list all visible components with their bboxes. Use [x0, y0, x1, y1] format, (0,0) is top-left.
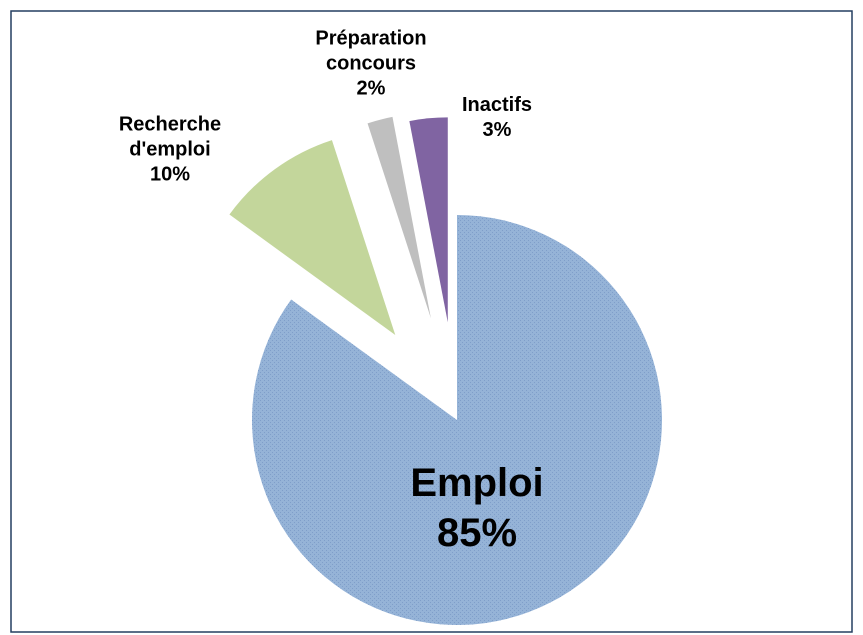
- value-label: 3%: [482, 119, 512, 141]
- category-label: Recherche d'emploi: [118, 113, 222, 161]
- value-label: 2%: [356, 77, 386, 100]
- category-label: Emploi: [410, 461, 544, 505]
- category-label: Préparation concours: [315, 27, 427, 75]
- pie-slice: [229, 140, 396, 336]
- pie-slice: [409, 117, 448, 323]
- value-label: 85%: [436, 511, 518, 555]
- category-label: Inactifs: [461, 94, 533, 116]
- value-label: 10%: [149, 163, 191, 186]
- data-label: Recherche d'emploi 10%: [105, 113, 235, 188]
- pie-slice: [367, 116, 431, 319]
- data-label: Inactifs 3%: [432, 93, 562, 143]
- data-label: Préparation concours 2%: [306, 27, 436, 102]
- data-label: Emploi 85%: [377, 458, 577, 558]
